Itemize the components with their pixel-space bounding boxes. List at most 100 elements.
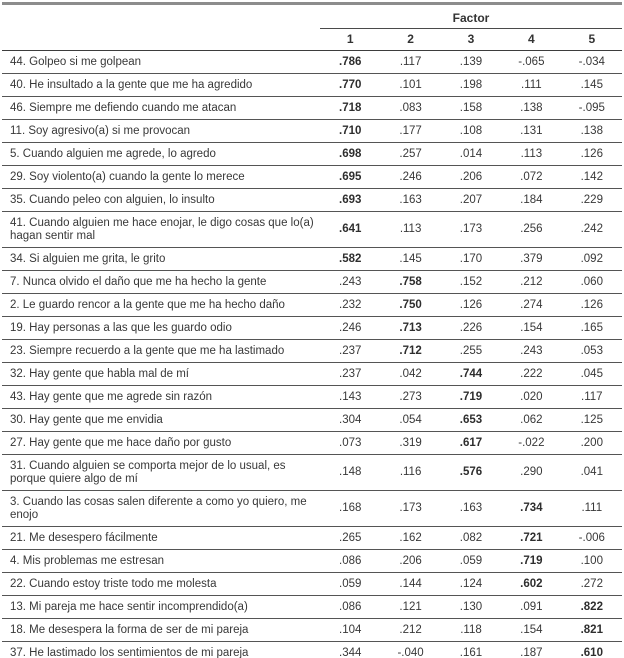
value-cell: .082 — [459, 531, 483, 544]
value-cell: .265 — [339, 531, 362, 544]
value-cell: .719 — [459, 390, 483, 403]
item-cell: 4. Mis problemas me estresan — [10, 554, 165, 567]
table-row: 7. Nunca olvido el daño que me ha hecho … — [2, 271, 622, 294]
value-cell: .184 — [520, 193, 543, 206]
value-cell: .582 — [339, 252, 362, 265]
value-cell: .113 — [399, 223, 422, 235]
column-header-4: 4 — [501, 28, 562, 51]
item-cell: 3. Cuando las cosas salen diferente a co… — [10, 495, 307, 521]
value-cell: .158 — [459, 101, 483, 114]
value-cell: .101 — [399, 78, 422, 91]
value-cell: .243 — [339, 275, 362, 288]
table-row: 27. Hay gente que me hace daño por gusto… — [2, 432, 622, 455]
item-cell: 23. Siempre recuerdo a la gente que me h… — [10, 344, 285, 357]
value-cell: .124 — [459, 577, 483, 590]
value-cell: .750 — [399, 298, 422, 311]
table-row: 3. Cuando las cosas salen diferente a co… — [2, 491, 622, 527]
value-cell: .117 — [399, 55, 422, 68]
table-row: 41. Cuando alguien me hace enojar, le di… — [2, 212, 622, 248]
table-row: 4. Mis problemas me estresan .086 .206 .… — [2, 550, 622, 573]
factor-group-header-row: Factor — [2, 3, 622, 29]
value-cell: .145 — [399, 252, 422, 265]
value-cell: .042 — [399, 367, 422, 380]
item-cell: 27. Hay gente que me hace daño por gusto — [10, 436, 232, 449]
value-cell: .212 — [520, 275, 543, 288]
value-cell: .126 — [459, 298, 483, 311]
table-row: 19. Hay personas a las que les guardo od… — [2, 317, 622, 340]
value-cell: -.065 — [518, 55, 545, 68]
value-cell: .255 — [459, 344, 483, 357]
value-cell: .246 — [339, 321, 362, 334]
value-cell: .165 — [580, 321, 603, 334]
value-cell: .163 — [399, 193, 422, 206]
column-header-1: 1 — [320, 28, 381, 51]
item-cell: 44. Golpeo si me golpean — [10, 55, 142, 68]
value-cell: .786 — [339, 55, 362, 68]
table-row: 44. Golpeo si me golpean .786 .117 .139 … — [2, 51, 622, 74]
value-cell: .020 — [520, 390, 543, 403]
value-cell: .138 — [580, 124, 603, 137]
value-cell: .170 — [459, 252, 483, 265]
value-cell: .125 — [580, 413, 603, 426]
item-cell: 41. Cuando alguien me hace enojar, le di… — [10, 216, 314, 242]
value-cell: .154 — [520, 623, 543, 636]
item-cell: 19. Hay personas a las que les guardo od… — [10, 321, 232, 334]
value-cell: .059 — [459, 554, 483, 567]
column-header-3: 3 — [440, 28, 502, 51]
table-row: 34. Si alguien me grita, le grito .582 .… — [2, 248, 622, 271]
item-cell: 35. Cuando peleo con alguien, lo insulto — [10, 193, 215, 206]
value-cell: .344 — [339, 646, 362, 658]
value-cell: .177 — [399, 124, 422, 137]
value-cell: .710 — [339, 124, 362, 137]
value-cell: .734 — [520, 502, 543, 514]
item-cell: 5. Cuando alguien me agrede, lo agredo — [10, 147, 216, 160]
value-cell: .274 — [520, 298, 543, 311]
value-cell: .139 — [459, 55, 483, 68]
table-body: 44. Golpeo si me golpean .786 .117 .139 … — [2, 51, 622, 658]
value-cell: .108 — [459, 124, 483, 137]
value-cell: .256 — [520, 223, 543, 235]
value-cell: .072 — [520, 170, 543, 183]
value-cell: .243 — [520, 344, 543, 357]
value-cell: .226 — [459, 321, 483, 334]
value-cell: -.022 — [518, 436, 545, 449]
value-cell: .304 — [339, 413, 362, 426]
value-cell: .091 — [520, 600, 543, 613]
table-row: 46. Siempre me defiendo cuando me atacan… — [2, 97, 622, 120]
table-row: 43. Hay gente que me agrede sin razón .1… — [2, 386, 622, 409]
value-cell: .045 — [580, 367, 603, 380]
item-cell: 11. Soy agresivo(a) si me provocan — [10, 124, 191, 137]
value-cell: -.034 — [578, 55, 605, 68]
table-row: 35. Cuando peleo con alguien, lo insulto… — [2, 189, 622, 212]
value-cell: .041 — [580, 466, 603, 478]
value-cell: .379 — [520, 252, 543, 265]
item-cell: 29. Soy violento(a) cuando la gente lo m… — [10, 170, 245, 183]
value-cell: .104 — [339, 623, 362, 636]
table-row: 2. Le guardo rencor a la gente que me ha… — [2, 294, 622, 317]
value-cell: .121 — [399, 600, 422, 613]
value-cell: .229 — [580, 193, 603, 206]
table-row: 23. Siempre recuerdo a la gente que me h… — [2, 340, 622, 363]
value-cell: .744 — [459, 367, 483, 380]
item-cell: 34. Si alguien me grita, le grito — [10, 252, 166, 265]
value-cell: .822 — [580, 600, 603, 613]
item-cell: 7. Nunca olvido el daño que me ha hecho … — [10, 275, 267, 288]
corner-empty-cell — [2, 4, 320, 29]
value-cell: .054 — [399, 413, 422, 426]
value-cell: .576 — [459, 466, 483, 478]
value-cell: .693 — [339, 193, 362, 206]
value-cell: .118 — [460, 623, 482, 636]
value-cell: .319 — [399, 436, 422, 449]
value-cell: .142 — [580, 170, 603, 183]
value-cell: .246 — [399, 170, 422, 183]
value-cell: .162 — [399, 531, 422, 544]
value-cell: .062 — [520, 413, 543, 426]
value-cell: .641 — [339, 223, 362, 235]
corner-empty-cell — [2, 28, 320, 51]
value-cell: .212 — [399, 623, 422, 636]
value-cell: -.006 — [578, 531, 605, 544]
value-cell: .617 — [459, 436, 483, 449]
table-row: 22. Cuando estoy triste todo me molesta … — [2, 573, 622, 596]
value-cell: .173 — [399, 502, 422, 514]
